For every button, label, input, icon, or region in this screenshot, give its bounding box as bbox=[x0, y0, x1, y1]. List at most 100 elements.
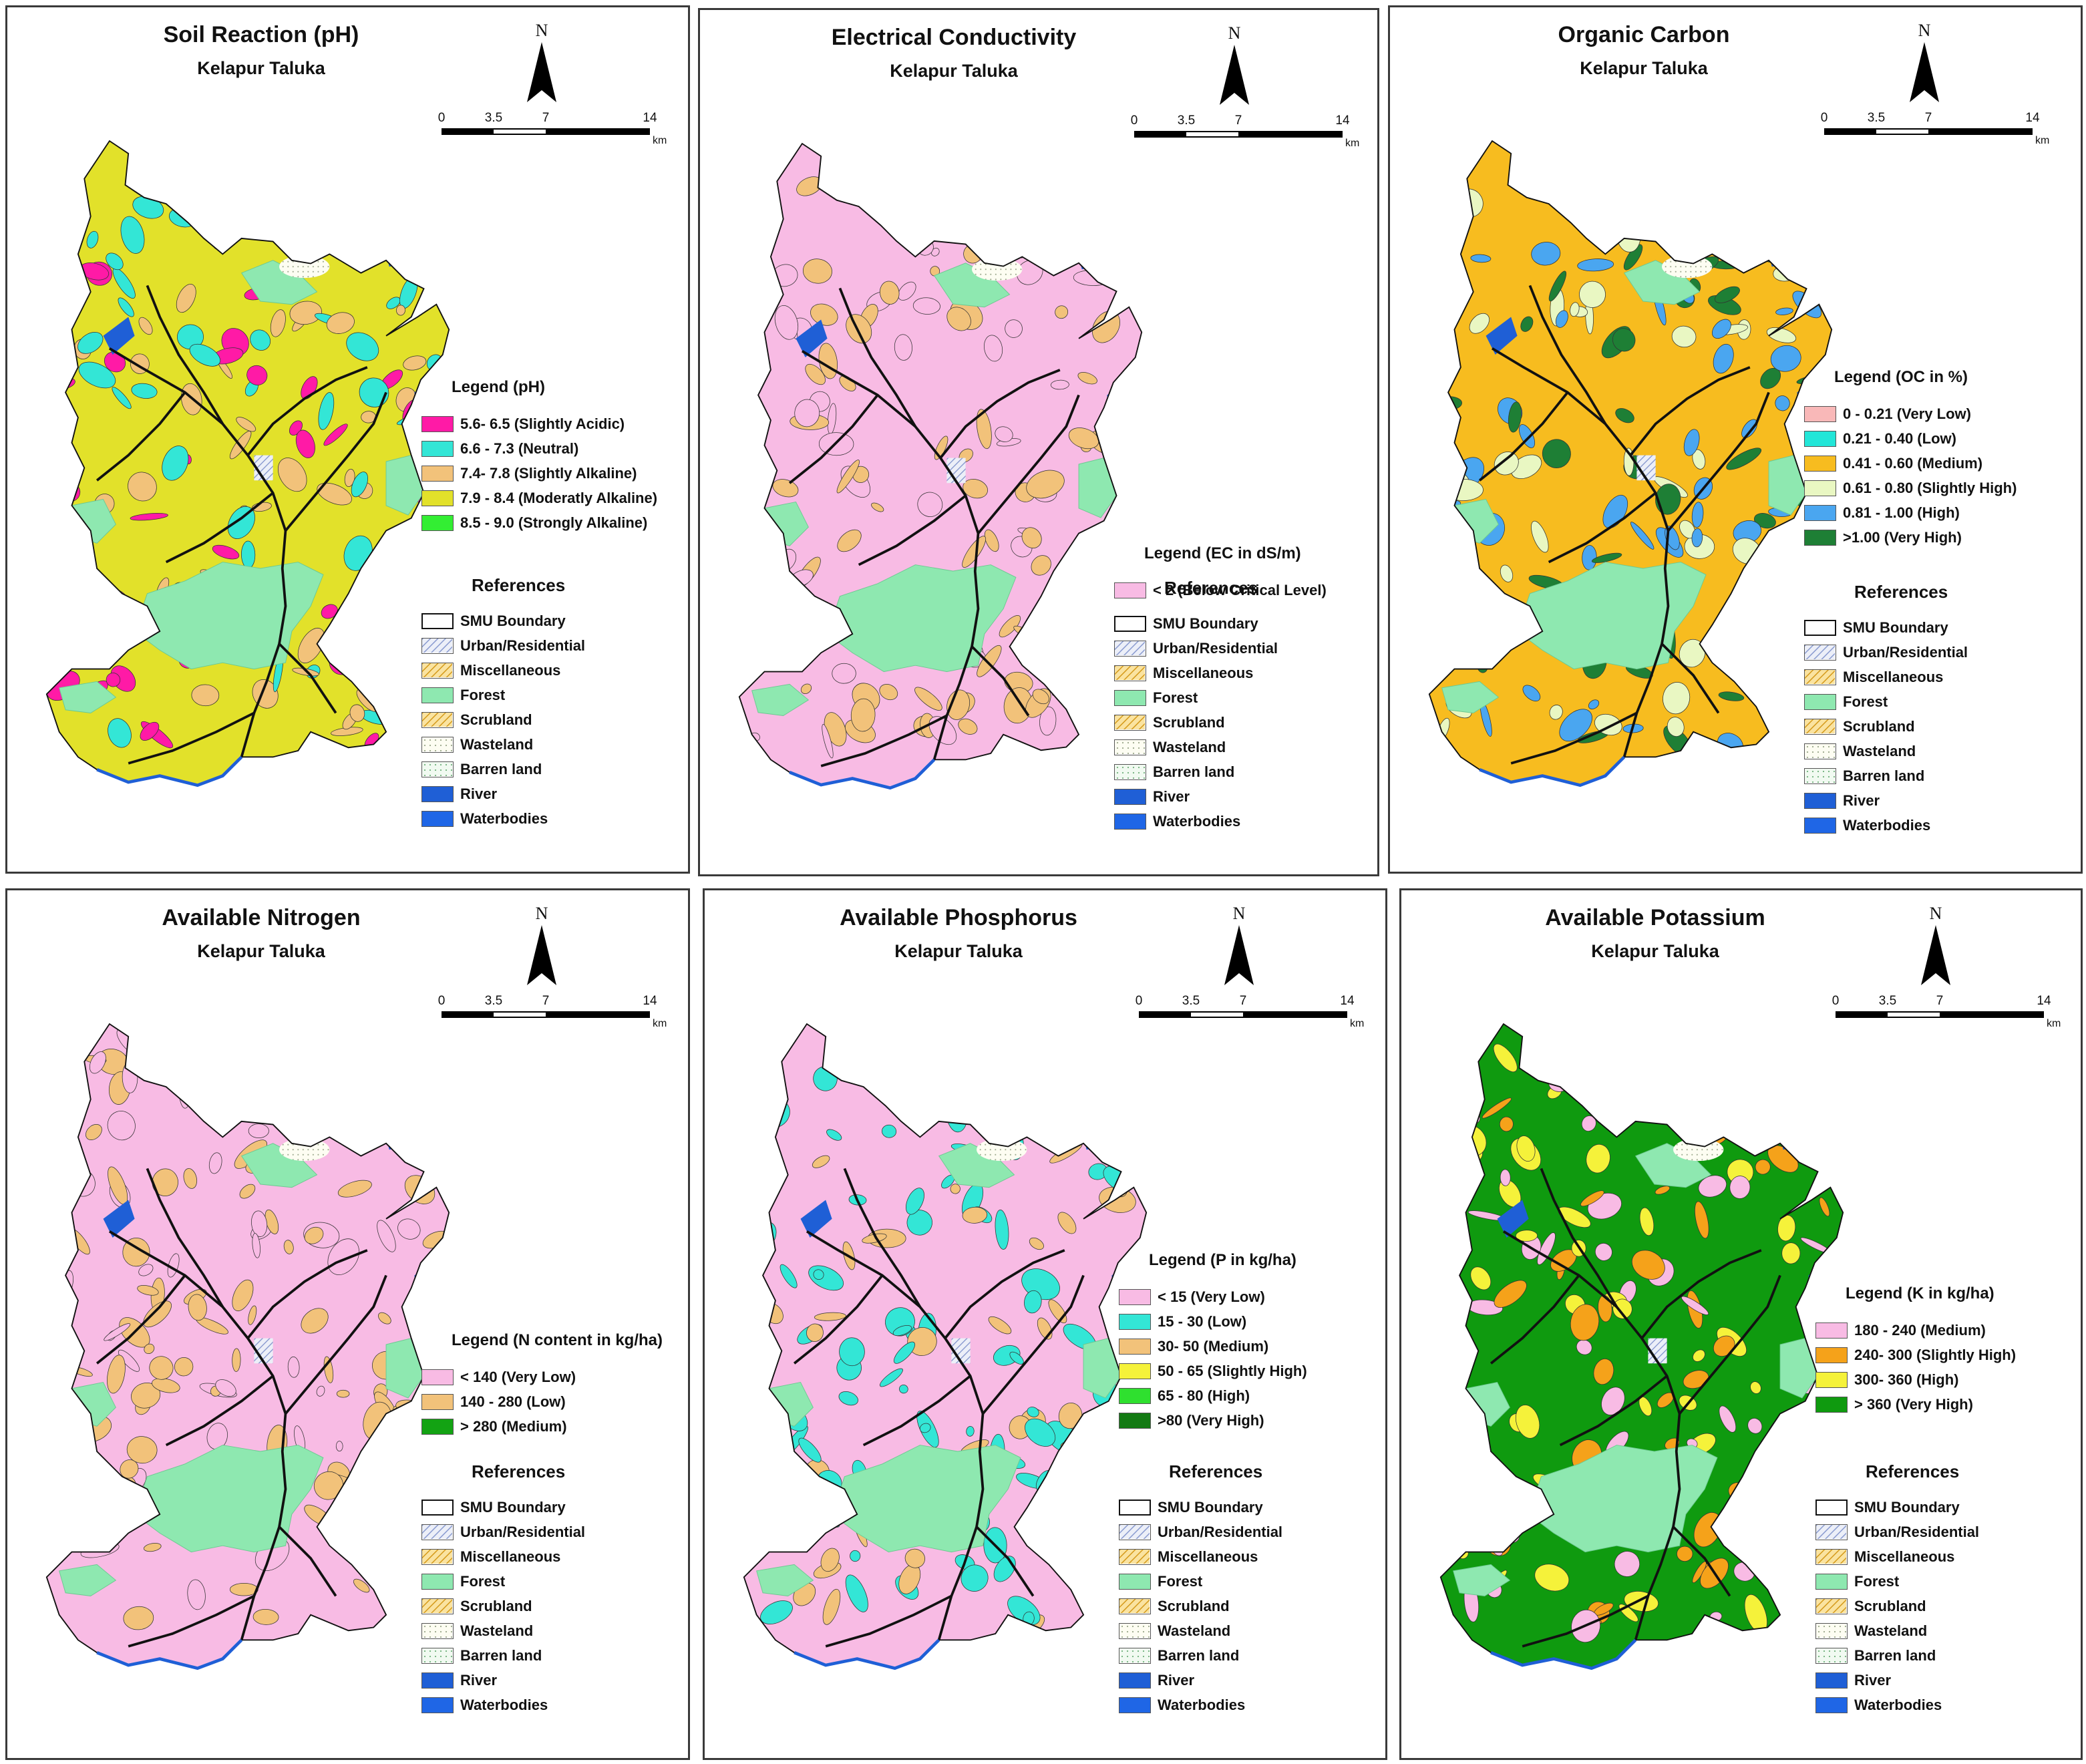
soil-class-patch bbox=[104, 1323, 131, 1341]
drainage-line bbox=[1510, 711, 1638, 765]
soil-class-patch bbox=[1639, 1207, 1655, 1236]
soil-class-patch bbox=[107, 1111, 136, 1141]
soil-class-patch bbox=[1631, 1250, 1665, 1280]
soil-class-patch bbox=[1029, 199, 1053, 210]
legend-label: 65 - 80 (High) bbox=[1158, 1387, 1250, 1404]
map-panel-phosphorus: Available Phosphorus Kelapur Taluka N 0 3.5 7… bbox=[703, 888, 1387, 1760]
soil-class-patch bbox=[1515, 1230, 1538, 1242]
soil-class-patch bbox=[78, 361, 116, 389]
reference-item: Waterbodies bbox=[421, 1693, 585, 1717]
reference-label: Barren land bbox=[460, 1646, 542, 1664]
drainage-line bbox=[825, 1594, 952, 1648]
drainage-line bbox=[1672, 1526, 1731, 1597]
reference-item: Urban/Residential bbox=[421, 1520, 585, 1544]
soil-class-patch bbox=[384, 666, 412, 694]
soil-class-patch bbox=[942, 1065, 959, 1091]
north-label: N bbox=[535, 21, 548, 40]
scale-segment bbox=[443, 1013, 494, 1017]
reference-label: Wasteland bbox=[460, 1622, 534, 1639]
reference-swatch bbox=[421, 785, 454, 802]
soil-class-patch bbox=[1099, 1037, 1112, 1047]
reference-label: Miscellaneous bbox=[460, 1548, 561, 1565]
reference-item: Forest bbox=[421, 683, 585, 707]
north-label: N bbox=[1929, 904, 1942, 923]
soil-class-patch bbox=[420, 234, 434, 256]
soil-class-patch bbox=[56, 259, 83, 272]
reference-item: Miscellaneous bbox=[421, 1544, 585, 1569]
soil-class-patch bbox=[188, 1294, 207, 1321]
soil-class-patch bbox=[106, 252, 124, 271]
soil-class-patch bbox=[317, 482, 352, 506]
legend-swatch bbox=[1815, 1322, 1848, 1339]
reference-item: Waterbodies bbox=[1815, 1693, 1979, 1717]
soil-class-patch bbox=[55, 1113, 77, 1137]
soil-class-patch bbox=[944, 1104, 960, 1116]
soil-class-patch bbox=[812, 1155, 830, 1168]
scale-tick-label: 14 bbox=[2037, 994, 2051, 1008]
taluka-boundary bbox=[45, 140, 450, 786]
soil-class-patch bbox=[1773, 1550, 1806, 1577]
soil-class-patch bbox=[1741, 224, 1767, 238]
scale-tick-label: 7 bbox=[1924, 111, 1932, 125]
soil-class-patch bbox=[798, 1437, 822, 1463]
soil-class-patch bbox=[316, 1385, 325, 1397]
reference-item: Urban/Residential bbox=[1114, 636, 1278, 661]
scale-segment bbox=[1243, 1013, 1346, 1017]
legend-label: 0.41 - 0.60 (Medium) bbox=[1843, 454, 1983, 472]
drainage-line bbox=[1478, 391, 1569, 482]
reference-label: Forest bbox=[1854, 1572, 1900, 1590]
soil-class-patch bbox=[995, 1210, 1009, 1250]
soil-class-patch bbox=[248, 1305, 257, 1325]
soil-class-patch bbox=[958, 718, 978, 735]
soil-class-patch bbox=[343, 219, 353, 228]
north-arrow-icon bbox=[1910, 42, 1939, 102]
reference-swatch bbox=[1114, 763, 1146, 780]
reference-label: Wasteland bbox=[460, 735, 534, 753]
reference-label: Miscellaneous bbox=[1153, 664, 1254, 681]
soil-class-patch bbox=[1757, 654, 1781, 677]
soil-class-patch bbox=[917, 492, 943, 517]
soil-class-patch bbox=[1075, 635, 1103, 653]
soil-class-patch bbox=[212, 544, 240, 560]
river-line bbox=[1479, 755, 1626, 787]
drainage-line bbox=[862, 1375, 971, 1447]
soil-class-patch bbox=[143, 1300, 172, 1328]
reference-item: Scrubland bbox=[1804, 714, 1968, 739]
soil-class-patch bbox=[183, 1168, 198, 1189]
soil-class-patch bbox=[1819, 1197, 1830, 1217]
soil-class-patch bbox=[1698, 1175, 1727, 1198]
soil-class-patch bbox=[1499, 1116, 1514, 1132]
reference-item: SMU Boundary bbox=[1815, 1495, 1979, 1520]
forest-area bbox=[1623, 260, 1701, 305]
soil-class-patch bbox=[1691, 528, 1703, 548]
legend-swatch bbox=[421, 465, 454, 482]
legend-swatch bbox=[1804, 504, 1836, 521]
soil-class-patch bbox=[208, 1152, 222, 1174]
forest-area bbox=[1517, 562, 1707, 670]
reference-item: River bbox=[1114, 784, 1278, 809]
soil-class-patch bbox=[354, 1055, 385, 1077]
north-arrow: N bbox=[522, 21, 562, 108]
scale-bar-graphic bbox=[1139, 1011, 1347, 1018]
soil-class-patch bbox=[1084, 181, 1099, 204]
soil-class-patch bbox=[1588, 699, 1600, 709]
legend-swatch bbox=[421, 1369, 454, 1385]
soil-class-patch bbox=[1591, 552, 1622, 563]
soil-class-patch bbox=[336, 1389, 350, 1398]
soil-class-patch bbox=[1657, 215, 1677, 233]
drainage-line bbox=[278, 643, 337, 714]
soil-class-patch bbox=[1578, 1069, 1592, 1089]
legend-swatch bbox=[421, 415, 454, 432]
scale-bar: 0 3.5 7 14 km bbox=[1131, 114, 1360, 160]
soil-class-patch bbox=[189, 343, 221, 367]
reference-swatch bbox=[1114, 739, 1146, 755]
scale-tick-label: 3.5 bbox=[484, 994, 503, 1008]
reference-swatch bbox=[421, 1622, 454, 1639]
soil-class-patch bbox=[267, 176, 285, 195]
district-map bbox=[1439, 1023, 1844, 1670]
reference-swatch bbox=[1804, 619, 1836, 636]
soil-class-patch bbox=[289, 301, 323, 325]
reference-label: Barren land bbox=[460, 760, 542, 777]
scale-bar: 0 3.5 7 14 km bbox=[1136, 994, 1365, 1041]
soil-class-patch bbox=[1747, 1131, 1760, 1144]
